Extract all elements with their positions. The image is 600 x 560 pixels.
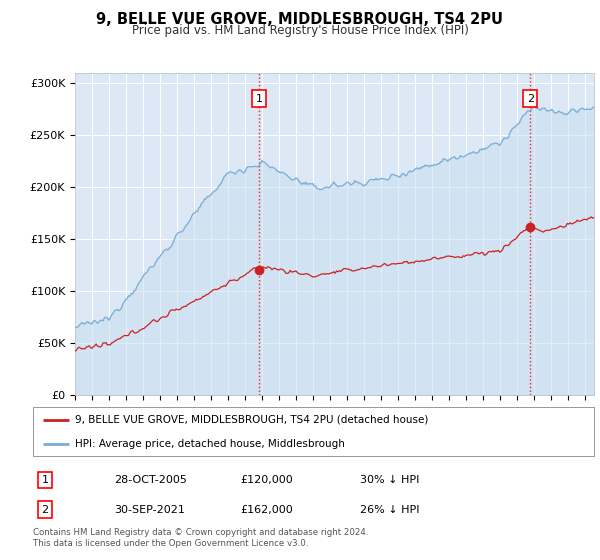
Text: £120,000: £120,000 (240, 475, 293, 485)
Text: 26% ↓ HPI: 26% ↓ HPI (360, 505, 419, 515)
Text: 9, BELLE VUE GROVE, MIDDLESBROUGH, TS4 2PU (detached house): 9, BELLE VUE GROVE, MIDDLESBROUGH, TS4 2… (75, 415, 428, 425)
Text: 1: 1 (41, 475, 49, 485)
Text: 9, BELLE VUE GROVE, MIDDLESBROUGH, TS4 2PU: 9, BELLE VUE GROVE, MIDDLESBROUGH, TS4 2… (97, 12, 503, 27)
Text: HPI: Average price, detached house, Middlesbrough: HPI: Average price, detached house, Midd… (75, 438, 345, 449)
Text: 30-SEP-2021: 30-SEP-2021 (114, 505, 185, 515)
Text: Price paid vs. HM Land Registry's House Price Index (HPI): Price paid vs. HM Land Registry's House … (131, 24, 469, 36)
Text: 2: 2 (527, 94, 534, 104)
Text: Contains HM Land Registry data © Crown copyright and database right 2024.
This d: Contains HM Land Registry data © Crown c… (33, 528, 368, 548)
Text: 28-OCT-2005: 28-OCT-2005 (114, 475, 187, 485)
Text: £162,000: £162,000 (240, 505, 293, 515)
Text: 30% ↓ HPI: 30% ↓ HPI (360, 475, 419, 485)
Text: 2: 2 (41, 505, 49, 515)
Text: 1: 1 (256, 94, 263, 104)
